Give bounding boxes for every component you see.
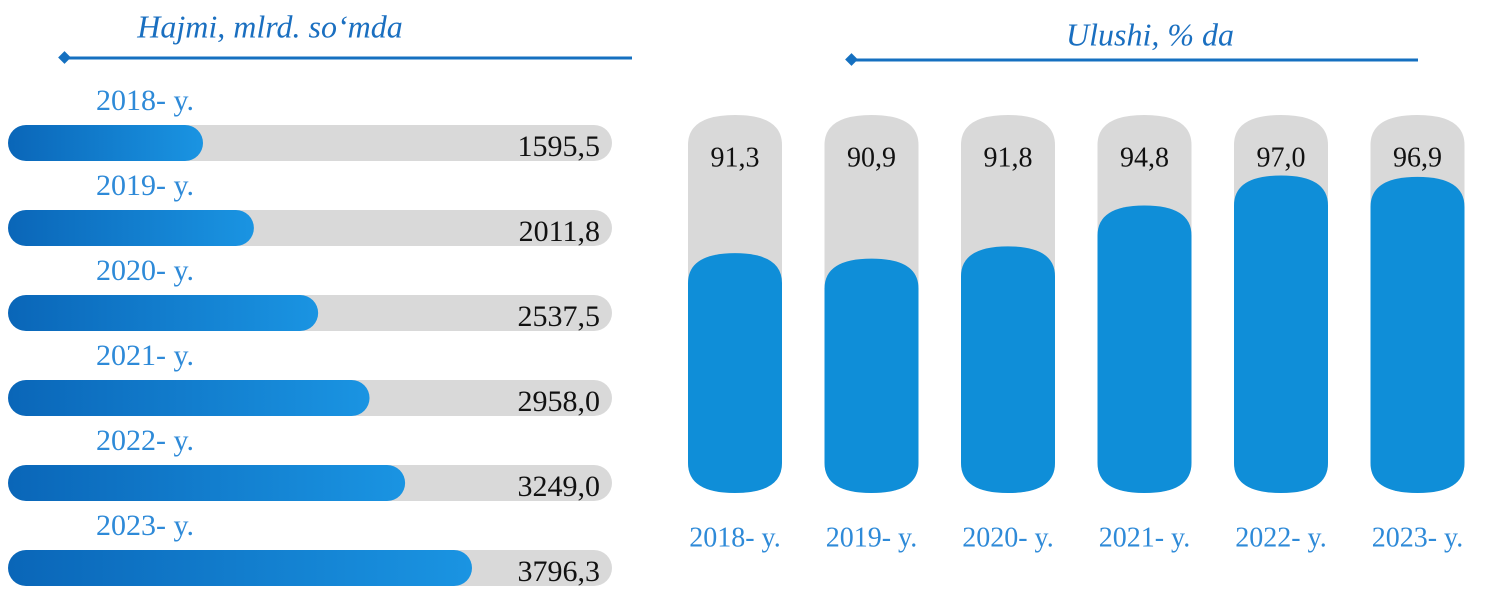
category-label: 2021- y. [96,339,194,372]
cylinder-fill [1234,175,1328,494]
category-label: 2022- y. [1235,522,1327,553]
value-label: 91,8 [984,142,1033,173]
bar [8,210,254,246]
value-label: 3249,0 [518,470,601,503]
cylinder-fill [961,246,1055,493]
category-label: 2018- y. [689,522,781,553]
value-label: 90,9 [847,142,896,173]
rule-diamond [845,53,858,66]
bar [8,125,204,161]
cylinder-fill [688,253,782,493]
category-label: 2020- y. [962,522,1054,553]
category-label: 2023- y. [1372,522,1464,553]
bar [8,550,472,586]
chart-title: Hajmi, mlrd. so‘mda [136,8,402,44]
bar [8,465,406,501]
value-label: 97,0 [1257,142,1306,173]
category-label: 2021- y. [1099,522,1191,553]
cylinder-fill [1370,176,1465,494]
bar [8,295,319,331]
chart-title: Ulushi, % da [1066,16,1234,52]
bar-track [100,125,612,161]
cylinder-fill [824,258,919,493]
value-label: 96,9 [1393,142,1442,173]
rule-diamond [58,51,71,64]
value-label: 2011,8 [519,215,600,248]
value-label: 1595,5 [518,130,601,163]
bar [8,380,370,416]
category-label: 2023- y. [96,509,194,542]
category-label: 2019- y. [826,522,918,553]
category-label: 2019- y. [96,169,194,202]
category-label: 2020- y. [96,254,194,287]
category-label: 2022- y. [96,424,194,457]
category-label: 2018- y. [96,84,194,117]
value-label: 2958,0 [518,385,601,418]
value-label: 3796,3 [518,555,601,588]
value-label: 2537,5 [518,300,601,333]
value-label: 94,8 [1120,142,1169,173]
cylinder-fill [1097,205,1192,493]
value-label: 91,3 [711,142,760,173]
